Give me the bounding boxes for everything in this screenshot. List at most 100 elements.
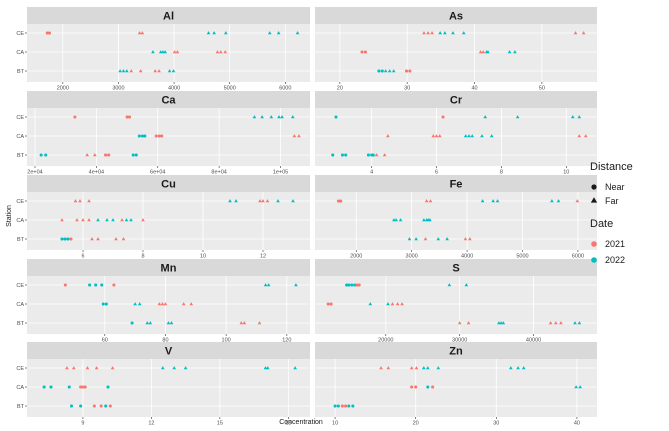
- data-point: [387, 69, 392, 73]
- data-point: [573, 321, 577, 325]
- data-point: [464, 283, 469, 287]
- data-point: [81, 385, 85, 389]
- data-point: [234, 199, 238, 203]
- data-point: [441, 115, 445, 119]
- data-point: [394, 218, 398, 222]
- tick-label-x: 12: [148, 421, 154, 427]
- data-point: [269, 115, 274, 119]
- panel-zn: Zn 10 20 30 40: [315, 342, 597, 427]
- strip-label-fe: Fe: [450, 179, 463, 191]
- tick-label-x: 6000: [279, 86, 291, 92]
- station-label: CA: [16, 385, 24, 391]
- data-point: [398, 218, 403, 222]
- data-point: [573, 31, 578, 35]
- data-point: [137, 302, 142, 306]
- data-point: [121, 69, 126, 73]
- data-point: [426, 385, 430, 389]
- data-point: [578, 385, 582, 389]
- strip-fe: [315, 175, 597, 192]
- data-point: [60, 237, 64, 241]
- tick-label-x: 2000: [57, 86, 69, 92]
- strip-label-s: S: [452, 263, 459, 275]
- strip-label-zn: Zn: [449, 346, 463, 358]
- data-point: [99, 404, 103, 408]
- data-point: [45, 31, 49, 35]
- tick-label-x: 4000: [461, 254, 473, 260]
- data-point: [404, 69, 409, 73]
- data-point: [49, 385, 53, 389]
- data-point: [277, 115, 281, 119]
- strip-cu: [27, 175, 310, 192]
- data-point: [386, 366, 391, 370]
- data-point: [295, 31, 300, 35]
- data-point: [101, 302, 105, 306]
- data-point: [347, 283, 351, 287]
- data-point: [153, 69, 157, 73]
- data-point: [69, 404, 74, 408]
- data-point: [347, 404, 351, 408]
- data-point: [157, 69, 161, 73]
- data-point: [371, 153, 375, 157]
- data-point: [78, 199, 82, 203]
- data-point: [425, 366, 430, 370]
- data-point: [434, 134, 439, 138]
- data-point: [96, 218, 100, 222]
- legend-2022-label: 2022: [605, 255, 625, 265]
- data-point: [148, 321, 153, 325]
- panel-al: Al 2000 3000 4000 5000 6000 CE CA BT: [16, 7, 310, 92]
- data-point: [559, 321, 563, 325]
- data-point: [513, 50, 517, 54]
- data-point: [276, 31, 281, 35]
- data-point: [436, 366, 441, 370]
- tick-label-x: 6: [435, 170, 438, 176]
- data-point: [480, 134, 484, 138]
- data-point: [470, 134, 475, 138]
- tick-label-x: 5000: [224, 86, 236, 92]
- data-point: [47, 31, 52, 35]
- data-point: [175, 50, 180, 54]
- station-label: CA: [16, 302, 24, 308]
- legend-shape-title: Distance: [590, 161, 633, 173]
- data-point: [171, 69, 176, 73]
- station-label: CE: [16, 115, 24, 121]
- data-point: [339, 199, 343, 203]
- data-point: [463, 134, 468, 138]
- data-point: [438, 31, 443, 35]
- data-point: [353, 283, 357, 287]
- data-point: [137, 31, 142, 35]
- station-label: BT: [17, 237, 25, 243]
- data-point: [71, 366, 76, 370]
- data-point: [81, 218, 85, 222]
- data-point: [478, 50, 483, 54]
- data-point: [344, 153, 348, 157]
- strip-label-cr: Cr: [450, 95, 463, 107]
- data-point: [445, 237, 449, 241]
- strip-cr: [315, 91, 597, 108]
- station-label: CA: [16, 50, 24, 56]
- data-point: [88, 283, 92, 287]
- data-point: [261, 199, 265, 203]
- panel-mn: Mn 60 80 100 120 CE CA BT: [16, 259, 310, 344]
- legend-2021-label: 2021: [605, 239, 625, 249]
- data-point: [297, 134, 301, 138]
- data-point: [140, 134, 144, 138]
- data-point: [105, 218, 109, 222]
- data-point: [104, 153, 108, 157]
- data-point: [575, 199, 580, 203]
- data-point: [215, 50, 220, 54]
- data-point: [414, 237, 418, 241]
- station-label: CE: [16, 283, 24, 289]
- data-point: [189, 302, 194, 306]
- data-point: [85, 153, 90, 157]
- data-point: [333, 404, 337, 408]
- panels-layer: Al 2000 3000 4000 5000 6000 CE CA BT As 20 30 40 50 Ca…: [16, 7, 597, 427]
- data-point: [120, 218, 124, 222]
- data-point: [151, 50, 155, 54]
- data-point: [457, 321, 462, 325]
- tick-label-x: 8: [500, 170, 503, 176]
- data-point: [424, 199, 429, 203]
- tick-label-x: 6000: [572, 254, 584, 260]
- data-point: [257, 321, 262, 325]
- tick-label-x: 4000: [168, 86, 180, 92]
- legend: Distance Near Far Date 2021 2022: [590, 161, 633, 265]
